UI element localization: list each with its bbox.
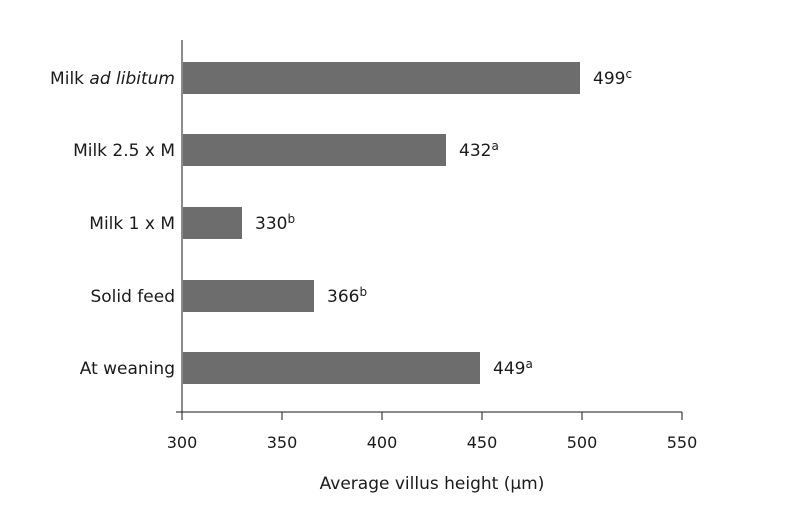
x-tick-label-2: 400 <box>367 433 398 452</box>
category-label-3: Solid feed <box>90 287 175 307</box>
data-label-superscript: c <box>625 67 632 81</box>
category-label-text: Solid feed <box>90 287 175 307</box>
bar-1 <box>183 134 446 166</box>
category-label-0: Milk ad libitum <box>50 69 175 89</box>
data-label-value: 366 <box>327 287 359 307</box>
x-tick-label-5: 550 <box>667 433 698 452</box>
x-tick-label-0: 300 <box>167 433 198 452</box>
data-label-4: 449a <box>493 357 533 379</box>
data-label-1: 432a <box>459 139 499 161</box>
data-label-value: 432 <box>459 141 491 161</box>
x-axis-title: Average villus height (μm) <box>320 474 545 494</box>
data-label-superscript: a <box>491 139 498 153</box>
category-label-text: Milk 1 x M <box>89 214 175 234</box>
x-tick-label-1: 350 <box>267 433 298 452</box>
x-axis-ticks: 300 350 400 450 500 550 <box>167 412 698 452</box>
data-label-value: 449 <box>493 359 525 379</box>
data-label-superscript: b <box>359 285 367 299</box>
category-label-4: At weaning <box>80 359 175 379</box>
data-label-value: 330 <box>255 214 287 234</box>
category-label-2: Milk 1 x M <box>89 214 175 234</box>
category-label-italic: ad libitum <box>89 69 175 89</box>
category-label-text: Milk <box>50 69 89 89</box>
category-label-text: At weaning <box>80 359 175 379</box>
data-label-2: 330b <box>255 212 295 234</box>
data-label-3: 366b <box>327 285 367 307</box>
category-labels: Milk ad libitum Milk 2.5 x M Milk 1 x M Sol… <box>50 69 175 379</box>
bar-2 <box>183 207 242 239</box>
category-label-text: Milk 2.5 x M <box>73 141 175 161</box>
category-label-1: Milk 2.5 x M <box>73 141 175 161</box>
data-label-0: 499c <box>593 67 632 89</box>
bar-3 <box>183 280 314 312</box>
data-label-value: 499 <box>593 69 625 89</box>
x-tick-label-4: 500 <box>567 433 598 452</box>
bar-4 <box>183 352 480 384</box>
data-label-superscript: a <box>525 357 532 371</box>
bars-group <box>183 62 580 384</box>
data-label-superscript: b <box>287 212 295 226</box>
x-tick-label-3: 450 <box>467 433 498 452</box>
bar-0 <box>183 62 580 94</box>
